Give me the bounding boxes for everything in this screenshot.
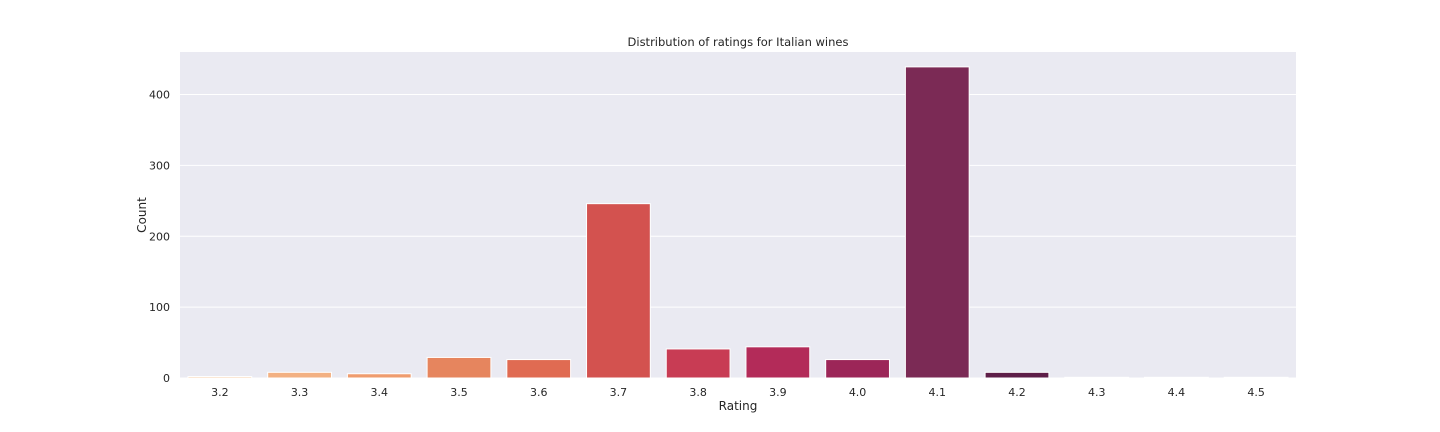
x-tick-label: 4.5: [1247, 386, 1265, 399]
bar-4.1: [904, 66, 970, 379]
bar-4.2: [984, 371, 1050, 379]
x-tick-label: 3.8: [689, 386, 707, 399]
x-tick-label: 3.4: [371, 386, 389, 399]
x-tick-label: 4.2: [1008, 386, 1026, 399]
x-tick-label: 4.1: [929, 386, 947, 399]
bar-3.5: [426, 356, 492, 379]
bar-4.3: [1064, 376, 1130, 379]
x-tick-label: 4.3: [1088, 386, 1106, 399]
x-tick-label: 4.4: [1168, 386, 1186, 399]
bar-3.2: [187, 376, 253, 379]
bar-3.3: [267, 371, 332, 379]
bar-3.7: [586, 203, 651, 379]
y-axis-title: Count: [135, 197, 149, 233]
y-tick-label: 200: [149, 230, 170, 243]
bar-4.0: [825, 359, 890, 379]
y-tick-label: 0: [163, 372, 170, 385]
x-tick-label: 3.2: [211, 386, 229, 399]
y-axis-ticks: 0 100 200 300 400: [149, 89, 170, 385]
bar-3.4: [346, 373, 412, 379]
x-tick-label: 3.9: [769, 386, 787, 399]
x-tick-label: 3.6: [530, 386, 548, 399]
x-tick-label: 3.7: [610, 386, 628, 399]
x-axis-title: Rating: [719, 399, 758, 413]
bar-4.5: [1223, 376, 1289, 379]
x-tick-label: 3.3: [291, 386, 309, 399]
y-tick-label: 100: [149, 301, 170, 314]
y-tick-label: 300: [149, 159, 170, 172]
bar-3.8: [665, 348, 731, 379]
plot-area-background: [180, 52, 1296, 378]
x-tick-label: 4.0: [849, 386, 867, 399]
y-tick-label: 400: [149, 89, 170, 102]
x-tick-label: 3.5: [450, 386, 468, 399]
bars: [187, 66, 1289, 379]
x-axis-ticks: 3.2 3.3 3.4 3.5 3.6 3.7 3.8 3.9 4.0 4.1 4.2 4.3 4.4 4…: [211, 386, 1265, 399]
bar-3.6: [506, 359, 572, 379]
bar-4.4: [1144, 376, 1209, 379]
bar-3.9: [745, 346, 811, 379]
chart-title: Distribution of ratings for Italian wine…: [628, 35, 849, 49]
